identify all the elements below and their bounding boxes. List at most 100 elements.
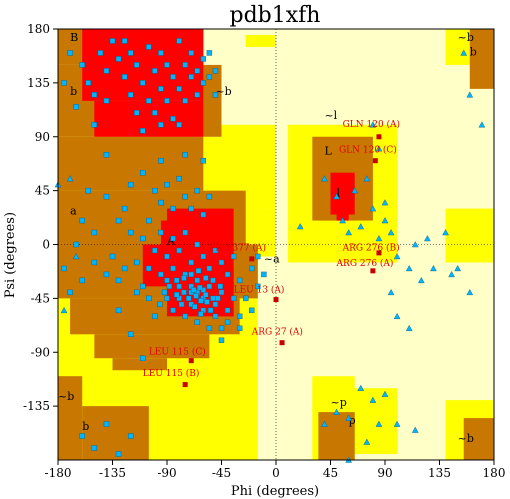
residue-point (194, 68, 200, 74)
glycine-point (375, 235, 383, 242)
residue-point (91, 122, 98, 128)
residue-point (127, 229, 134, 236)
residue-point (158, 229, 164, 236)
residue-point (115, 451, 122, 457)
glycine-point (72, 253, 80, 260)
residue-point (79, 217, 85, 224)
residue-point (188, 271, 194, 278)
x-tick-label: 0 (272, 466, 280, 480)
glycine-point (460, 49, 468, 56)
glycine-point (375, 420, 383, 427)
outlier-point (370, 268, 376, 274)
glycine-point (430, 265, 437, 272)
glycine-point (66, 175, 74, 182)
residue-point (85, 80, 91, 86)
outlier-point (249, 256, 255, 262)
residue-point (134, 62, 140, 68)
chart-title: pdb1xfh (230, 3, 321, 28)
residue-point (230, 295, 237, 302)
region-label: ~l (324, 109, 337, 122)
residue-point (181, 289, 187, 296)
residue-point (176, 175, 182, 182)
residue-point (212, 92, 219, 98)
residue-point (164, 253, 170, 260)
x-tick-label: 135 (428, 466, 451, 480)
glycine-point (369, 121, 377, 128)
residue-point (73, 241, 79, 248)
y-tick-label: 180 (27, 22, 50, 36)
residue-point (127, 181, 134, 188)
generous-region (245, 34, 276, 47)
residue-point (243, 295, 249, 302)
x-tick-label: 180 (483, 466, 506, 480)
outlier-point (376, 250, 382, 256)
residue-point (182, 98, 188, 104)
residue-point (91, 259, 98, 266)
residue-point (164, 62, 170, 68)
residue-point (157, 301, 163, 308)
residue-point (109, 253, 116, 260)
residue-point (85, 187, 91, 194)
residue-point (127, 331, 134, 337)
residue-point (194, 319, 200, 326)
allowed-region (94, 334, 210, 359)
residue-point (158, 86, 164, 92)
glycine-point (405, 265, 413, 272)
residue-point (152, 68, 158, 74)
glycine-point (357, 384, 365, 391)
residue-point (61, 265, 67, 272)
residue-point (212, 247, 219, 254)
residue-point (200, 157, 207, 164)
residue-point (198, 298, 204, 304)
residue-point (218, 337, 225, 343)
zero-lines (58, 29, 494, 460)
outlier-point (182, 382, 188, 388)
region-label: ~a (264, 252, 280, 265)
residue-point (134, 110, 140, 116)
residue-point (206, 74, 213, 80)
x-tick-label: -90 (157, 466, 176, 480)
glycine-point (466, 288, 474, 296)
residue-point (158, 271, 164, 278)
residue-point (146, 98, 152, 104)
residue-point (230, 253, 237, 260)
y-tick-label: 135 (27, 76, 50, 90)
residue-point (182, 62, 188, 68)
residue-point (207, 307, 214, 314)
residue-point (170, 205, 176, 212)
residue-point (200, 253, 207, 260)
residue-point (178, 301, 185, 308)
residue-point (61, 80, 67, 86)
residue-point (97, 50, 104, 56)
glycine-point (387, 288, 395, 296)
outlier-label: ARG 276 (A) (336, 258, 394, 269)
region-label: L (324, 145, 332, 158)
residue-point (152, 110, 158, 116)
y-tick-label: -135 (23, 399, 50, 413)
residue-point (158, 157, 164, 164)
region-label: b (470, 45, 477, 58)
residue-point (146, 44, 152, 50)
residue-point (224, 307, 231, 314)
residue-point (188, 205, 194, 212)
outlier-label: ARG 276 (B) (342, 242, 400, 253)
allowed-region (112, 358, 167, 371)
residue-point (73, 104, 79, 110)
residue-point (79, 433, 85, 439)
residue-point (194, 187, 200, 194)
glycine-point (369, 205, 377, 212)
residue-point (217, 283, 223, 290)
residue-point (212, 68, 219, 74)
y-tick-label: 45 (35, 184, 50, 198)
glycine-point (381, 217, 389, 224)
allowed-region (58, 136, 204, 191)
glycine-point (448, 271, 455, 278)
core-region (94, 100, 204, 137)
glycine-point (375, 145, 383, 152)
residue-point (140, 128, 146, 134)
residue-point (193, 293, 199, 299)
glycine-point (333, 408, 340, 415)
residue-point (198, 311, 204, 317)
residue-point (236, 325, 243, 332)
residue-point (121, 74, 128, 80)
